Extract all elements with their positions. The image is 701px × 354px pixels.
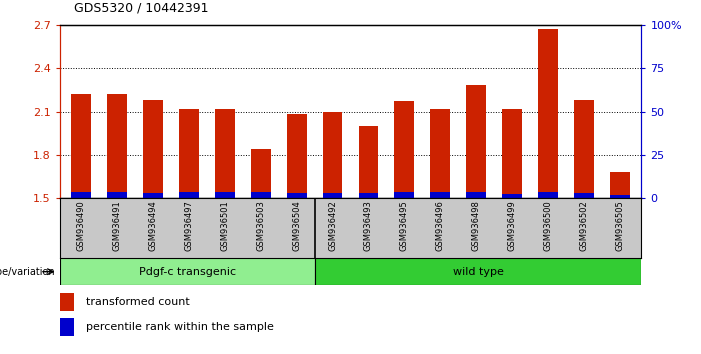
Bar [60,318,74,336]
Bar [322,112,342,198]
Text: genotype/variation: genotype/variation [0,267,55,277]
Bar [466,86,486,198]
Bar [430,109,450,198]
Bar [251,149,271,198]
Text: GSM936492: GSM936492 [328,200,337,251]
Bar [107,94,127,198]
Bar [107,192,127,198]
Text: GSM936497: GSM936497 [184,200,193,251]
Text: GSM936490: GSM936490 [76,200,86,251]
Text: GSM936493: GSM936493 [364,200,373,251]
Bar [359,126,379,198]
Bar [502,109,522,198]
Text: GDS5320 / 10442391: GDS5320 / 10442391 [74,1,208,14]
Bar [315,258,641,285]
Bar [502,194,522,198]
Bar [430,192,450,198]
Text: GSM936500: GSM936500 [543,200,552,251]
Text: GSM936496: GSM936496 [436,200,445,251]
Text: GSM936501: GSM936501 [220,200,229,251]
Bar [359,193,379,198]
Bar [610,195,629,198]
Text: percentile rank within the sample: percentile rank within the sample [86,322,273,332]
Text: GSM936498: GSM936498 [472,200,481,251]
Text: GSM936499: GSM936499 [508,200,517,251]
Bar [72,94,91,198]
Bar [395,192,414,198]
Bar [287,114,306,198]
Bar [60,258,315,285]
Text: transformed count: transformed count [86,297,189,307]
Bar [538,192,558,198]
Bar [538,29,558,198]
Bar [143,193,163,198]
Text: GSM936505: GSM936505 [615,200,625,251]
Bar [251,192,271,198]
Bar [322,193,342,198]
Bar [574,193,594,198]
Bar [143,100,163,198]
Bar [215,109,235,198]
Bar [610,172,629,198]
Bar [179,192,199,198]
Bar [179,109,199,198]
Text: wild type: wild type [453,267,503,277]
Bar [72,192,91,198]
Text: GSM936494: GSM936494 [149,200,158,251]
Text: GSM936503: GSM936503 [256,200,265,251]
Text: Pdgf-c transgenic: Pdgf-c transgenic [139,267,236,277]
Text: GSM936491: GSM936491 [113,200,121,251]
Text: GSM936502: GSM936502 [580,200,588,251]
Bar [574,100,594,198]
Text: GSM936495: GSM936495 [400,200,409,251]
Bar [466,192,486,198]
Bar [60,293,74,311]
Bar [395,101,414,198]
Text: GSM936504: GSM936504 [292,200,301,251]
Bar [287,193,306,198]
Bar [215,192,235,198]
